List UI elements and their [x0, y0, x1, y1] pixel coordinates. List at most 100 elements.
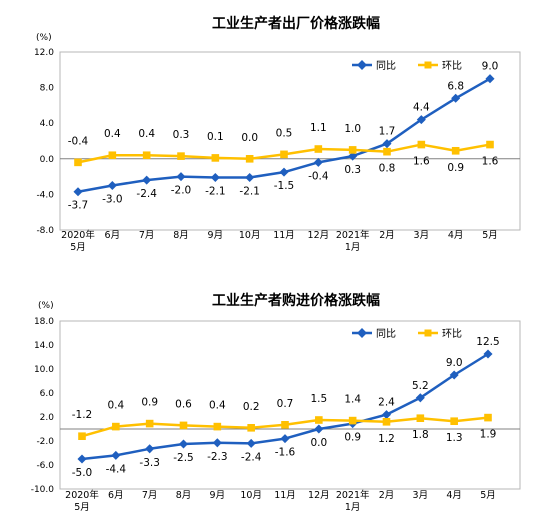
y-axis-unit: (%)	[38, 301, 54, 311]
legend: 同比 环比	[352, 60, 462, 72]
x-tick-label: 2月	[379, 230, 395, 241]
data-label-yoy: -2.0	[171, 185, 192, 197]
chart-title: 工业生产者出厂价格涨跌幅	[212, 15, 380, 32]
data-label-mom: 0.0	[241, 132, 258, 144]
chart-purchase-price: 工业生产者购进价格涨跌幅 (%) 同比 环比 18.0 14.0 10.0 6.0 2.…	[0, 264, 550, 527]
legend-label-yoy: 同比	[376, 328, 396, 340]
chart-output-price: 工业生产者出厂价格涨跌幅 (%) 同比 环比 12.0 8.0 4.0 0.0 -4.0…	[34, 15, 521, 253]
plot-frame	[59, 320, 521, 490]
data-label-yoy: 5.2	[412, 380, 429, 392]
point-yoy	[279, 167, 289, 177]
legend-marker-yoy	[357, 60, 367, 70]
data-label-yoy: -3.7	[68, 200, 89, 212]
legend-marker-mom	[424, 329, 432, 337]
point-yoy	[210, 172, 220, 183]
x-tick-label: 2月	[379, 490, 395, 501]
y-tick-label: 2.0	[40, 413, 55, 423]
y-tick-label: -10.0	[31, 485, 55, 495]
point-yoy	[212, 438, 222, 448]
point-mom	[211, 154, 220, 162]
legend-label-mom: 环比	[442, 328, 462, 340]
point-mom	[280, 150, 288, 159]
data-label-yoy: 9.0	[446, 357, 463, 369]
point-yoy	[485, 74, 495, 84]
x-tick-label: 4月	[446, 490, 462, 501]
x-tick-label: 10月	[240, 490, 262, 501]
point-mom	[78, 432, 86, 440]
data-label-yoy: -3.0	[102, 194, 123, 206]
point-yoy	[416, 115, 426, 125]
x-tick-label: 6月	[105, 230, 121, 241]
x-tick-label: 7月	[142, 490, 158, 501]
data-label-mom: -0.4	[68, 135, 89, 147]
point-mom	[142, 151, 151, 160]
point-mom	[417, 140, 426, 149]
point-mom	[145, 419, 154, 428]
data-label-yoy: 2.4	[378, 397, 395, 409]
data-label-yoy: -2.1	[239, 185, 260, 197]
point-yoy	[245, 172, 255, 183]
data-label-mom: 1.5	[310, 393, 327, 405]
point-mom	[179, 421, 188, 430]
y-tick-label: -6.0	[36, 461, 54, 471]
point-mom	[382, 418, 391, 426]
data-label-mom: 0.7	[277, 398, 294, 410]
point-yoy	[280, 434, 290, 444]
legend: 同比 环比	[352, 328, 462, 340]
y-tick-label: -8.0	[36, 226, 54, 236]
x-tick-label: 3月	[414, 230, 430, 241]
data-label-yoy: -4.4	[106, 463, 127, 475]
data-label-mom: 0.6	[175, 398, 192, 410]
data-label-yoy: 6.8	[447, 80, 464, 92]
y-tick-label: 0.0	[40, 155, 55, 165]
point-yoy	[178, 439, 189, 449]
chart-canvas: 工业生产者出厂价格涨跌幅 (%) 同比 环比 12.0 8.0 4.0 0.0 -4.0…	[34, 15, 521, 253]
data-label-mom: 0.4	[107, 400, 124, 412]
x-tick-label: 6月	[108, 490, 124, 501]
data-label-yoy: -3.3	[139, 457, 160, 469]
point-yoy	[145, 444, 155, 454]
point-mom	[281, 421, 289, 429]
point-yoy	[111, 450, 121, 460]
point-mom	[213, 422, 222, 431]
data-label-mom: 0.8	[379, 163, 396, 175]
data-label-mom: 1.9	[480, 429, 497, 441]
data-label-mom: 1.4	[344, 394, 361, 406]
data-label-mom: 0.1	[207, 131, 224, 143]
data-label-yoy: 0.0	[310, 437, 327, 449]
point-mom	[451, 146, 460, 155]
point-mom	[314, 145, 323, 153]
data-label-mom: 0.4	[138, 128, 155, 140]
point-mom	[74, 158, 82, 167]
y-tick-label: 14.0	[34, 341, 54, 351]
point-yoy	[77, 454, 87, 464]
data-label-mom: 0.5	[276, 127, 293, 139]
data-label-yoy: -0.4	[308, 170, 329, 182]
y-tick-label: 18.0	[34, 317, 54, 327]
point-mom	[486, 140, 494, 149]
data-label-mom: 1.6	[482, 156, 499, 168]
data-label-yoy: -2.5	[173, 452, 194, 464]
data-label-yoy: -2.1	[205, 185, 226, 197]
data-label-mom: 1.0	[344, 123, 361, 135]
point-yoy	[246, 438, 256, 448]
point-mom	[484, 413, 492, 422]
legend-marker-yoy	[357, 328, 367, 338]
x-tick-label: 4月	[448, 230, 464, 241]
point-yoy	[107, 180, 117, 191]
y-axis-unit: (%)	[36, 33, 52, 43]
point-mom	[348, 416, 357, 425]
x-tick-label: 11月	[274, 490, 296, 501]
point-mom	[112, 422, 120, 431]
x-tick-label: 9月	[208, 230, 224, 241]
x-tick-label: 12月	[308, 230, 330, 241]
y-tick-label: -2.0	[36, 437, 54, 447]
point-mom	[348, 146, 357, 154]
chart-title: 工业生产者购进价格涨跌幅	[212, 292, 380, 309]
point-mom	[416, 414, 425, 422]
data-label-yoy: -2.4	[241, 451, 262, 463]
data-label-mom: 0.4	[209, 400, 226, 412]
legend-label-mom: 环比	[442, 60, 462, 72]
data-label-yoy: 4.4	[413, 102, 430, 114]
data-label-yoy: 12.5	[476, 336, 499, 348]
